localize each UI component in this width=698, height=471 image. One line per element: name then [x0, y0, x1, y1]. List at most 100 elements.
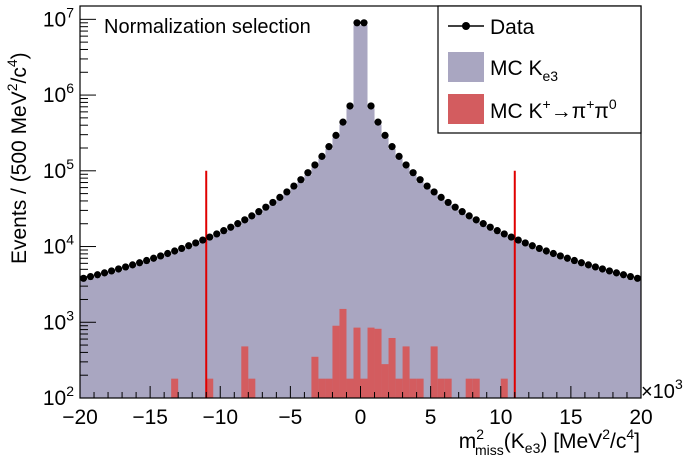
mc-k2pi-bar [437, 378, 445, 398]
legend-data-marker [462, 22, 470, 30]
data-point [311, 161, 319, 169]
data-point [276, 193, 284, 201]
data-point [297, 176, 305, 184]
data-point [577, 259, 585, 267]
data-point [262, 203, 270, 211]
data-point [388, 143, 396, 151]
legend-entry-mc-k2pi: MC K+→π+π0 [448, 94, 617, 124]
mc-k2pi-bar [416, 378, 424, 398]
x-axis: −20 −15 −10 −5 0 5 10 15 20 [62, 386, 653, 429]
x-tick-label: −10 [202, 406, 238, 429]
data-point [171, 247, 179, 255]
data-point [416, 176, 424, 184]
mc-k2pi-bar [472, 378, 480, 398]
data-point [290, 182, 298, 190]
data-point [626, 272, 635, 281]
mc-k2pi-histogram [171, 308, 508, 398]
data-point [121, 263, 130, 271]
data-point [465, 212, 473, 220]
data-point [213, 230, 221, 238]
mc-k2pi-bar [325, 378, 333, 398]
data-point [234, 220, 242, 228]
y-tick-label: 103 [43, 307, 74, 334]
data-point [255, 208, 263, 216]
mc-k2pi-bar [241, 346, 249, 398]
mc-ke3-area [80, 25, 641, 398]
legend-mc-ke3-swatch [448, 52, 484, 82]
y-tick-label: 105 [43, 156, 74, 183]
data-point [283, 188, 291, 196]
mc-k2pi-bar [465, 378, 473, 398]
x-axis-multiplier: ×103 [641, 376, 683, 403]
mc-ke3-histogram [80, 25, 641, 398]
mc-k2pi-bar [444, 378, 452, 398]
mc-k2pi-bar [206, 378, 214, 398]
data-point [128, 261, 137, 269]
data-point [437, 193, 445, 201]
mc-k2pi-bar [360, 378, 368, 398]
data-point [549, 249, 557, 258]
data-point [451, 203, 459, 211]
data-point [423, 182, 431, 190]
data-point [206, 233, 214, 241]
x-tick-label: 20 [629, 406, 652, 429]
x-tick-label: 10 [489, 406, 512, 429]
data-point [86, 272, 95, 281]
data-point [220, 227, 228, 235]
data-point [521, 239, 529, 247]
data-point [79, 274, 88, 282]
legend-mc-ke3-label: MC Ke3 [490, 57, 558, 84]
data-point [633, 274, 642, 282]
data-point [584, 261, 593, 269]
data-point [507, 233, 515, 241]
data-point [164, 249, 172, 258]
x-tick-label: −20 [62, 406, 98, 429]
x-tick-label: 5 [425, 406, 437, 429]
data-point [248, 212, 256, 220]
data-point [381, 131, 389, 139]
mc-k2pi-bar [332, 325, 340, 398]
data-point [178, 244, 186, 253]
legend-mc-k2pi-swatch [448, 94, 484, 124]
data-point [472, 216, 480, 224]
x-axis-title: m2 miss(Ke3) [MeV2/c4] [459, 426, 640, 458]
x-tick-label: 0 [355, 406, 367, 429]
data-point [486, 223, 494, 231]
data-point [619, 271, 628, 279]
data-point [444, 198, 452, 207]
data-point [269, 198, 277, 207]
data-point [598, 265, 607, 273]
data-point [143, 256, 151, 265]
mc-k2pi-bar [353, 327, 361, 398]
data-point [318, 152, 326, 160]
data-point [430, 188, 438, 196]
data-point [304, 169, 312, 177]
data-point [535, 244, 543, 253]
data-point [346, 102, 354, 110]
data-point [157, 252, 165, 260]
data-point [612, 269, 621, 277]
data-point [514, 236, 522, 244]
legend-data-label: Data [490, 16, 535, 39]
data-point [500, 230, 508, 238]
mc-k2pi-bar [367, 327, 375, 398]
data-point [542, 247, 550, 255]
data-point [353, 19, 361, 27]
data-point [374, 118, 382, 126]
x-tick-label: −15 [132, 406, 168, 429]
data-point [402, 161, 410, 169]
y-tick-label: 107 [43, 4, 74, 31]
legend-entry-mc-ke3: MC Ke3 [448, 52, 558, 84]
data-point [367, 102, 375, 110]
data-point [528, 242, 536, 250]
data-point [185, 242, 193, 250]
data-point [493, 227, 501, 235]
data-point [395, 152, 403, 160]
mc-k2pi-bar [346, 378, 354, 398]
mc-k2pi-bar [339, 308, 347, 398]
data-point [325, 143, 333, 151]
mc-k2pi-bar [430, 346, 438, 398]
cut-lines [205, 170, 516, 398]
data-point [150, 254, 158, 262]
